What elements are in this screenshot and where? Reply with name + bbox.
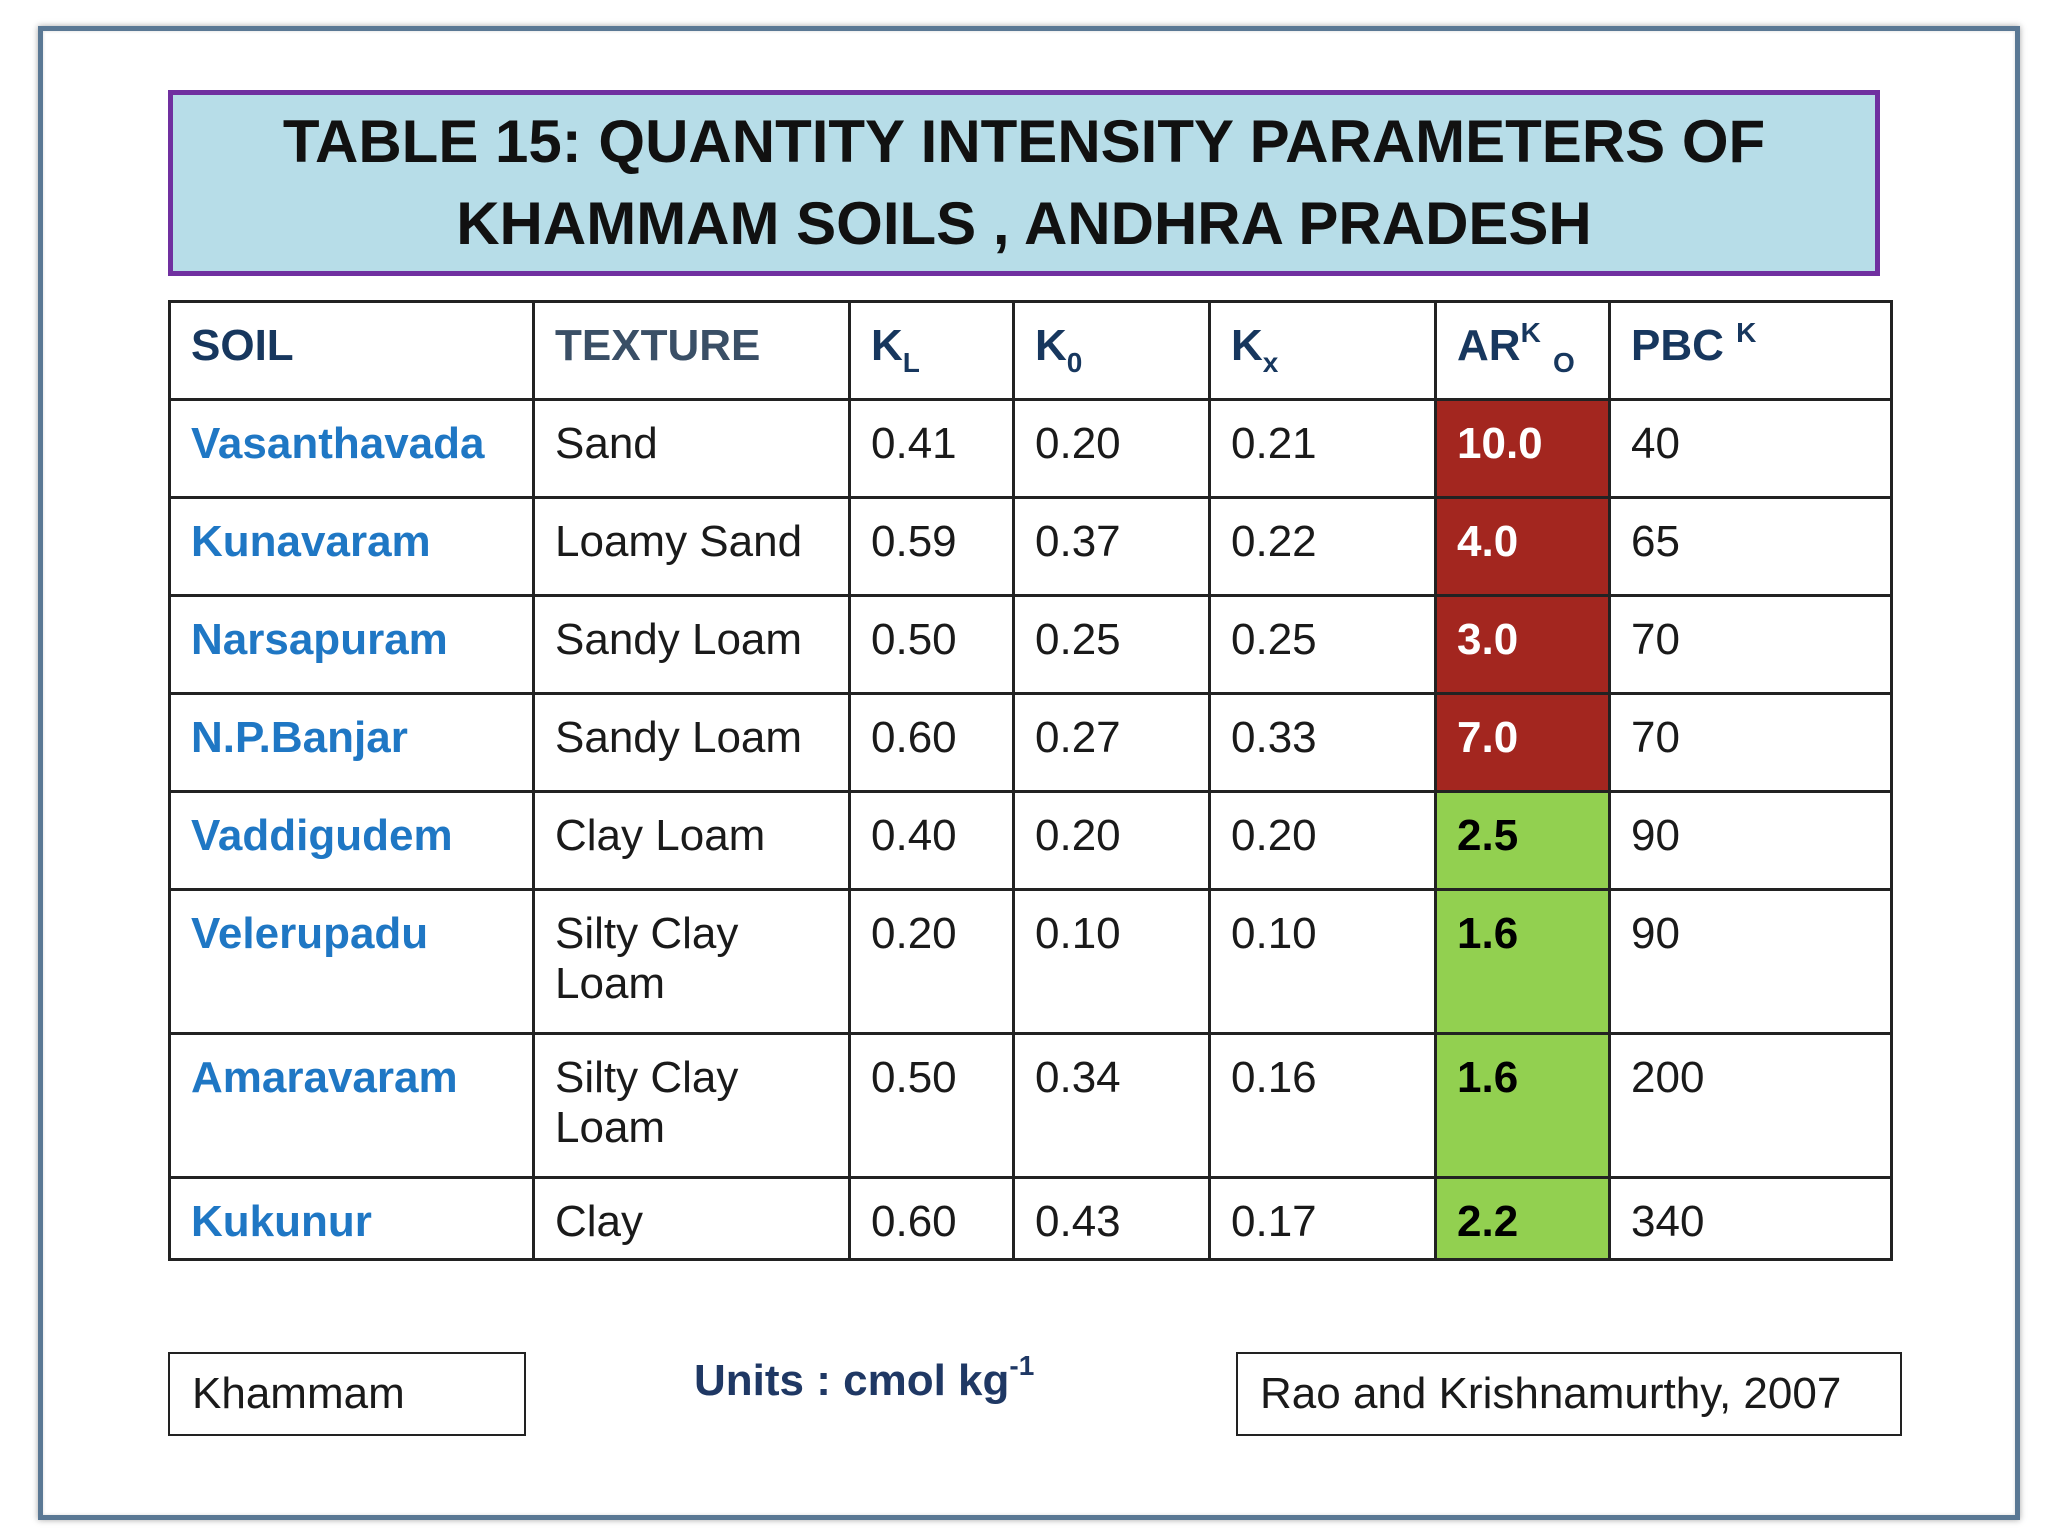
location-box: Khammam: [168, 1352, 526, 1436]
cell-kl: 0.50: [848, 594, 1015, 695]
cell-kl: 0.59: [848, 496, 1015, 597]
cell-k0: 0.34: [1012, 1032, 1211, 1179]
cell-texture: Clay: [532, 1176, 851, 1261]
cell-ar: 1.6: [1434, 888, 1611, 1035]
cell-kx: 0.16: [1208, 1032, 1437, 1179]
header-kl: KL: [848, 300, 1015, 401]
cell-kx: 0.33: [1208, 692, 1437, 793]
table-row: Kukunur Clay 0.60 0.43 0.17 2.2 340: [168, 1176, 1893, 1261]
table-row: Kunavaram Loamy Sand 0.59 0.37 0.22 4.0 …: [168, 496, 1893, 597]
citation-box: Rao and Krishnamurthy, 2007: [1236, 1352, 1902, 1436]
cell-soil: Narsapuram: [168, 594, 535, 695]
cell-kx: 0.22: [1208, 496, 1437, 597]
cell-pbc: 65: [1608, 496, 1893, 597]
cell-kl: 0.41: [848, 398, 1015, 499]
table-row: Amaravaram Silty Clay Loam 0.50 0.34 0.16…: [168, 1032, 1893, 1179]
cell-texture: Clay Loam: [532, 790, 851, 891]
header-texture: TEXTURE: [532, 300, 851, 401]
cell-pbc: 70: [1608, 594, 1893, 695]
cell-soil: Kukunur: [168, 1176, 535, 1261]
cell-pbc: 200: [1608, 1032, 1893, 1179]
cell-soil: Amaravaram: [168, 1032, 535, 1179]
cell-k0: 0.20: [1012, 398, 1211, 499]
cell-k0: 0.37: [1012, 496, 1211, 597]
cell-kl: 0.50: [848, 1032, 1015, 1179]
title-box: TABLE 15: QUANTITY INTENSITY PARAMETERS …: [168, 90, 1880, 276]
table-row: Narsapuram Sandy Loam 0.50 0.25 0.25 3.0…: [168, 594, 1893, 695]
header-ar: ARK O: [1434, 300, 1611, 401]
cell-kl: 0.60: [848, 1176, 1015, 1261]
cell-kl: 0.40: [848, 790, 1015, 891]
cell-pbc: 70: [1608, 692, 1893, 793]
table-row: Vasanthavada Sand 0.41 0.20 0.21 10.0 40: [168, 398, 1893, 499]
title-line-1: TABLE 15: QUANTITY INTENSITY PARAMETERS …: [282, 108, 1766, 175]
cell-k0: 0.10: [1012, 888, 1211, 1035]
cell-soil: Velerupadu: [168, 888, 535, 1035]
cell-texture: Loamy Sand: [532, 496, 851, 597]
cell-kx: 0.21: [1208, 398, 1437, 499]
cell-soil: Vasanthavada: [168, 398, 535, 499]
cell-texture: Silty Clay Loam: [532, 888, 851, 1035]
cell-texture: Sand: [532, 398, 851, 499]
cell-k0: 0.25: [1012, 594, 1211, 695]
cell-ar: 4.0: [1434, 496, 1611, 597]
cell-k0: 0.27: [1012, 692, 1211, 793]
cell-kx: 0.17: [1208, 1176, 1437, 1261]
table-row: N.P.Banjar Sandy Loam 0.60 0.27 0.33 7.0…: [168, 692, 1893, 793]
cell-kx: 0.10: [1208, 888, 1437, 1035]
cell-ar: 2.2: [1434, 1176, 1611, 1261]
cell-pbc: 90: [1608, 790, 1893, 891]
cell-pbc: 40: [1608, 398, 1893, 499]
cell-ar: 2.5: [1434, 790, 1611, 891]
header-soil: SOIL: [168, 300, 535, 401]
cell-pbc: 340: [1608, 1176, 1893, 1261]
table-row: Velerupadu Silty Clay Loam 0.20 0.10 0.10…: [168, 888, 1893, 1035]
cell-texture: Sandy Loam: [532, 692, 851, 793]
cell-kx: 0.25: [1208, 594, 1437, 695]
title-line-2: KHAMMAM SOILS , ANDHRA PRADESH: [456, 190, 1592, 257]
units-label: Units : cmol kg-1: [694, 1350, 1035, 1405]
cell-soil: Vaddigudem: [168, 790, 535, 891]
location-label: Khammam: [192, 1369, 405, 1418]
cell-ar: 7.0: [1434, 692, 1611, 793]
cell-texture: Silty Clay Loam: [532, 1032, 851, 1179]
table-row: Vaddigudem Clay Loam 0.40 0.20 0.20 2.5 …: [168, 790, 1893, 891]
citation-label: Rao and Krishnamurthy, 2007: [1260, 1369, 1842, 1418]
cell-ar: 3.0: [1434, 594, 1611, 695]
cell-k0: 0.43: [1012, 1176, 1211, 1261]
cell-ar: 1.6: [1434, 1032, 1611, 1179]
cell-soil: Kunavaram: [168, 496, 535, 597]
cell-kx: 0.20: [1208, 790, 1437, 891]
cell-pbc: 90: [1608, 888, 1893, 1035]
cell-k0: 0.20: [1012, 790, 1211, 891]
table-header-row: SOIL TEXTURE KL K0 Kx ARK O PBC K: [168, 300, 1893, 401]
header-pbc: PBC K: [1608, 300, 1893, 401]
cell-kl: 0.60: [848, 692, 1015, 793]
header-k0: K0: [1012, 300, 1211, 401]
cell-ar: 10.0: [1434, 398, 1611, 499]
qi-parameters-table: SOIL TEXTURE KL K0 Kx ARK O PBC K Vasant…: [168, 300, 1893, 1261]
cell-soil: N.P.Banjar: [168, 692, 535, 793]
cell-kl: 0.20: [848, 888, 1015, 1035]
cell-texture: Sandy Loam: [532, 594, 851, 695]
header-kx: Kx: [1208, 300, 1437, 401]
